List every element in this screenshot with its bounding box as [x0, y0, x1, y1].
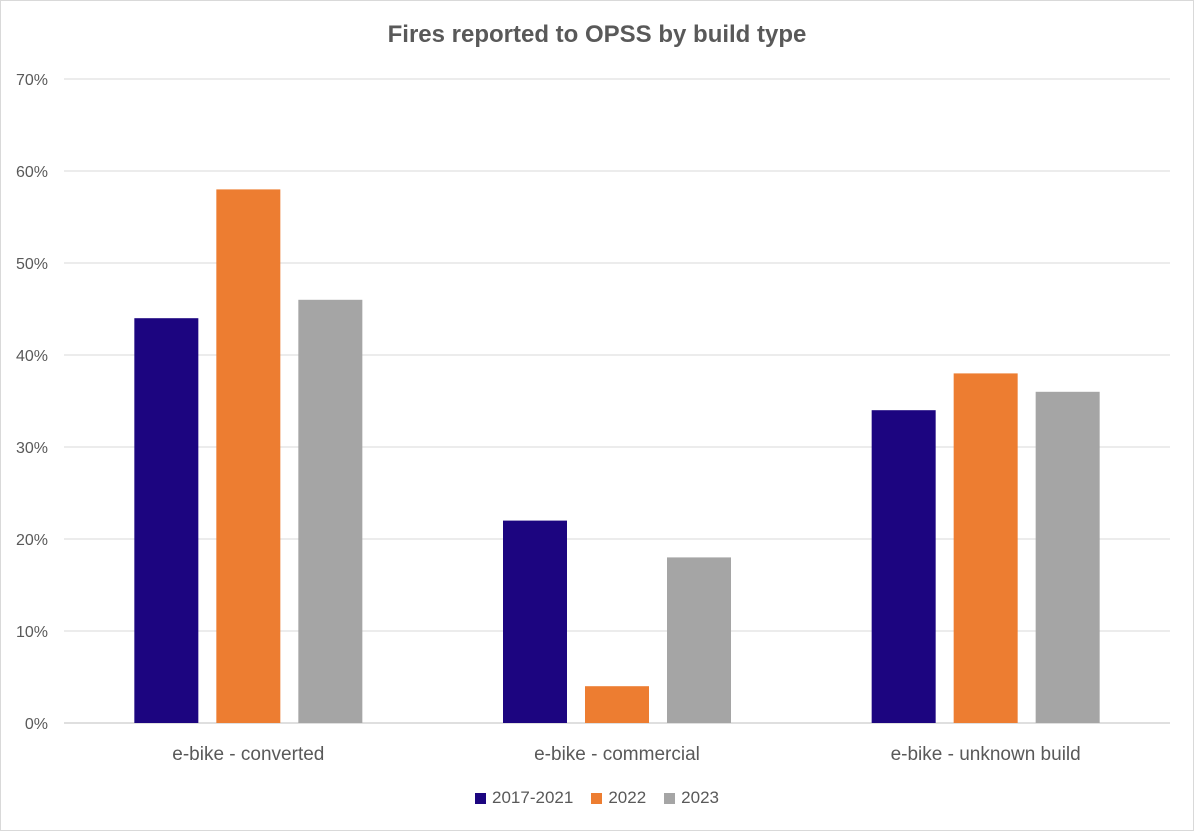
x-category-label: e-bike - commercial: [534, 744, 700, 765]
x-category-label: e-bike - converted: [172, 744, 324, 765]
legend-label: 2023: [681, 788, 719, 807]
bar-2022-2: [953, 373, 1018, 723]
bar-2022-1: [585, 686, 649, 723]
x-category-label: e-bike - unknown build: [891, 744, 1081, 765]
y-tick-label: 60%: [16, 164, 48, 181]
y-tick-label: 20%: [16, 532, 48, 549]
legend-item: 2023: [664, 788, 719, 808]
chart-legend: 2017-2021 2022 2023: [1, 788, 1193, 808]
bar-2023-1: [667, 557, 731, 723]
y-tick-label: 70%: [16, 72, 48, 89]
y-tick-label: 10%: [16, 624, 48, 641]
bar-2017-2021-1: [503, 520, 567, 723]
legend-item: 2017-2021: [475, 788, 573, 808]
legend-label: 2017-2021: [492, 788, 574, 807]
bar-2023-2: [1035, 391, 1100, 723]
bar-2017-2021-0: [134, 318, 199, 723]
bar-2023-0: [298, 299, 363, 723]
y-tick-label: 0%: [25, 716, 48, 733]
y-tick-label: 30%: [16, 440, 48, 457]
bar-2017-2021-2: [871, 410, 936, 723]
legend-label: 2022: [608, 788, 647, 807]
legend-swatch: [591, 792, 603, 804]
legend-swatch: [475, 792, 487, 804]
chart-title: Fires reported to OPSS by build type: [387, 21, 807, 48]
legend-item: 2022: [591, 788, 646, 808]
y-tick-label: 50%: [16, 256, 48, 273]
legend-swatch: [664, 792, 676, 804]
bar-2022-0: [216, 189, 281, 723]
y-tick-label: 40%: [16, 348, 48, 365]
